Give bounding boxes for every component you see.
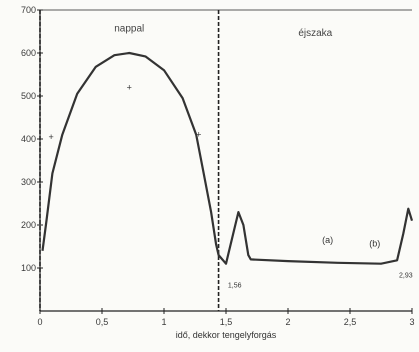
y-tick-label: 500 bbox=[21, 91, 36, 101]
x-axis-label: idő, dekkor tengelyforgás bbox=[176, 330, 277, 340]
x-tick-label: 3 bbox=[409, 317, 414, 327]
annotation-label: (b) bbox=[369, 239, 380, 249]
data-marker: + bbox=[49, 132, 54, 142]
annotation-label: 2,93 bbox=[399, 272, 413, 279]
x-tick-label: 2,5 bbox=[344, 317, 357, 327]
data-marker: + bbox=[127, 82, 132, 92]
annotation-label: (a) bbox=[322, 235, 333, 245]
series-layer bbox=[43, 53, 413, 264]
x-tick-label: 1,5 bbox=[220, 317, 233, 327]
axes bbox=[40, 10, 412, 311]
region-dividers bbox=[40, 10, 219, 311]
region-label: nappal bbox=[114, 24, 144, 35]
tick-marks bbox=[37, 10, 412, 314]
data-marker: + bbox=[196, 130, 201, 140]
y-tick-label: 600 bbox=[21, 48, 36, 58]
y-tick-label: 100 bbox=[21, 263, 36, 273]
labels: 100 200 300 400 500 600 700 0 0,5 1 1,5 2 2,5 3 nappal… bbox=[21, 5, 415, 327]
y-tick-label: 700 bbox=[21, 5, 36, 15]
region-label: éjszaka bbox=[298, 28, 332, 39]
y-tick-label: 200 bbox=[21, 220, 36, 230]
series-line bbox=[43, 53, 413, 264]
x-tick-label: 0 bbox=[37, 317, 42, 327]
y-tick-label: 300 bbox=[21, 177, 36, 187]
x-tick-label: 1 bbox=[161, 317, 166, 327]
x-tick-label: 0,5 bbox=[96, 317, 109, 327]
y-tick-label: 400 bbox=[21, 134, 36, 144]
annotation-label: 1,56 bbox=[228, 282, 242, 289]
x-tick-label: 2 bbox=[285, 317, 290, 327]
